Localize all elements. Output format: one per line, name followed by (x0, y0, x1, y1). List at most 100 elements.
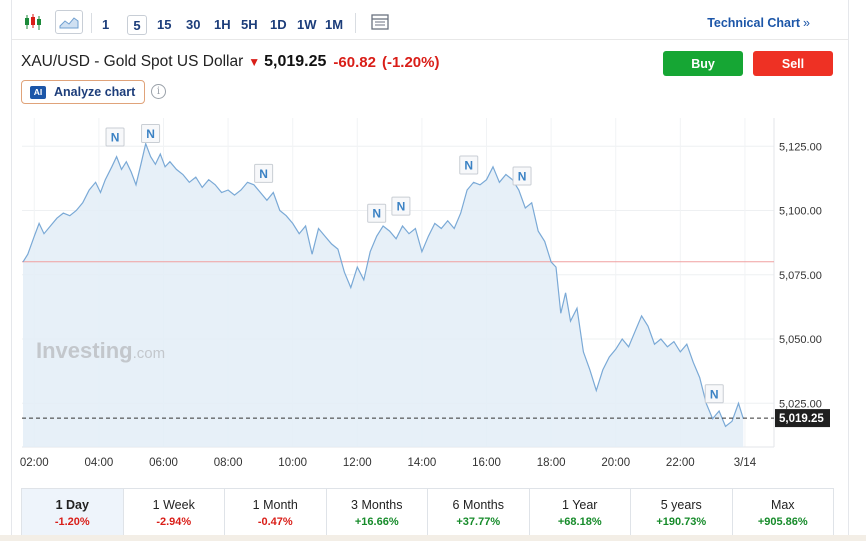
table-icon[interactable] (367, 10, 393, 34)
period-label: 1 Day (55, 498, 89, 512)
technical-chart-label: Technical Chart (707, 16, 801, 30)
x-tick-label: 02:00 (20, 457, 49, 469)
timeframe-1m-button[interactable]: 1M (325, 17, 344, 32)
price-change: -60.82 (333, 53, 376, 71)
x-tick-label: 20:00 (601, 457, 630, 469)
area-chart-icon[interactable] (55, 10, 83, 34)
toolbar-divider (91, 13, 92, 33)
x-tick-label: 3/14 (734, 457, 757, 469)
period-change-value: -2.94% (156, 516, 192, 528)
period-label: 1 Week (152, 498, 195, 512)
period-change-value: +905.86% (757, 516, 808, 528)
x-axis: 02:00 04:00 06:00 08:00 10:00 12:00 14:00 16:00… (20, 457, 757, 469)
y-tick-label: 5,050.00 (779, 334, 822, 346)
news-marker[interactable]: N (391, 196, 411, 216)
instrument-name: XAU/USD - Gold Spot US Dollar (21, 53, 244, 70)
period-label: 1 Year (562, 498, 598, 512)
price-area-fill (23, 143, 744, 447)
period-1-day-tab[interactable]: 1 Day -1.20% (22, 489, 124, 541)
info-icon[interactable]: i (151, 84, 166, 99)
news-marker-label: N (397, 200, 406, 214)
ai-icon: AI (30, 85, 46, 99)
news-marker[interactable]: N (254, 163, 274, 183)
period-1-week-tab[interactable]: 1 Week -2.94% (124, 489, 225, 541)
price-chart[interactable]: Investing.com 5,125.005,100.005,075.005,… (0, 0, 866, 480)
analyze-chart-label: Analyze chart (54, 85, 136, 99)
period-label: 1 Month (252, 498, 298, 512)
x-tick-label: 22:00 (666, 457, 695, 469)
news-marker-box (105, 127, 125, 147)
news-marker-box (704, 384, 724, 404)
candlestick-icon[interactable] (20, 10, 46, 34)
period-5-years-tab[interactable]: 5 years +190.73% (631, 489, 733, 541)
x-tick-label: 06:00 (149, 457, 178, 469)
period-label: Max (770, 498, 795, 512)
timeframe-5h-button[interactable]: 5H (241, 17, 258, 32)
timeframe-30-button[interactable]: 30 (186, 17, 201, 32)
timeframe-1w-button[interactable]: 1W (297, 17, 317, 32)
period-change-value: +37.77% (456, 516, 501, 528)
period-label: 6 Months (452, 498, 504, 512)
x-tick-label: 14:00 (408, 457, 437, 469)
news-marker-label: N (146, 127, 155, 141)
sell-button[interactable]: Sell (753, 51, 833, 76)
x-tick-label: 18:00 (537, 457, 566, 469)
period-6-months-tab[interactable]: 6 Months +37.77% (428, 489, 530, 541)
buy-button[interactable]: Buy (663, 51, 743, 76)
y-axis: 5,125.00 5,100.00 5,075.00 5,050.00 5,025.00 (779, 141, 822, 410)
y-tick-label: 5,125.00 (779, 141, 822, 153)
y-tick-label: 5,100.00 (779, 206, 822, 218)
analyze-chart-button[interactable]: AI Analyze chart (21, 80, 145, 104)
chart-toolbar: 1 5 15 30 1H 5H 1D 1W 1M Technical Chart» (12, 6, 848, 40)
last-price-tag: 5,019.25 (775, 409, 830, 428)
down-arrow-icon: ▼ (248, 55, 261, 69)
news-marker[interactable]: N (141, 124, 161, 144)
investing-watermark: Investing.com (36, 338, 165, 363)
timeframe-15-button[interactable]: 15 (157, 17, 172, 32)
period-change-value: +68.18% (557, 516, 602, 528)
double-chevron-right-icon: » (803, 16, 810, 30)
technical-chart-link[interactable]: Technical Chart» (707, 16, 810, 30)
price-change-percent: (-1.20%) (381, 53, 440, 71)
news-marker-label: N (372, 207, 381, 221)
timeframe-1h-button[interactable]: 1H (214, 17, 231, 32)
period-1-month-tab[interactable]: 1 Month -0.47% (225, 489, 327, 541)
news-markers: N N N N N N N N (105, 124, 724, 404)
period-max-tab[interactable]: Max +905.86% (733, 489, 834, 541)
news-marker[interactable]: N (105, 127, 125, 147)
period-performance-bar: 1 Day -1.20% 1 Week -2.94% 1 Month -0.47% 3 Mo… (21, 488, 834, 541)
news-marker-box (367, 203, 387, 223)
timeframe-5-button[interactable]: 5 (127, 15, 147, 35)
news-marker-box (512, 166, 532, 186)
last-price-tag-box (775, 409, 830, 428)
period-1-year-tab[interactable]: 1 Year +68.18% (530, 489, 631, 541)
toolbar-divider (355, 13, 356, 33)
news-marker-box (391, 196, 411, 216)
timeframe-1-button[interactable]: 1 (102, 17, 110, 32)
x-tick-label: 08:00 (214, 457, 243, 469)
page-bottom-strip (0, 535, 866, 541)
x-tick-label: 04:00 (84, 457, 113, 469)
period-change-value: -0.47% (257, 516, 293, 528)
instrument-header: XAU/USD - Gold Spot US Dollar ▼ 5,019.25… (21, 51, 440, 73)
news-marker-label: N (464, 159, 473, 173)
news-marker-label: N (259, 167, 268, 181)
news-marker[interactable]: N (704, 384, 724, 404)
period-3-months-tab[interactable]: 3 Months +16.66% (327, 489, 428, 541)
y-tick-label: 5,075.00 (779, 270, 822, 282)
timeframe-1d-button[interactable]: 1D (270, 17, 287, 32)
news-marker[interactable]: N (367, 203, 387, 223)
news-marker-box (459, 155, 479, 175)
news-marker[interactable]: N (459, 155, 479, 175)
price-line (22, 141, 744, 428)
period-change-value: +16.66% (354, 516, 399, 528)
y-tick-label: 5,025.00 (779, 398, 822, 410)
x-tick-label: 12:00 (343, 457, 372, 469)
period-label: 3 Months (351, 498, 403, 512)
news-marker-box (254, 163, 274, 183)
last-price-tag-label: 5,019.25 (779, 413, 824, 425)
news-marker-label: N (518, 169, 527, 183)
news-marker[interactable]: N (512, 166, 532, 186)
x-tick-label: 16:00 (472, 457, 501, 469)
period-change-value: -1.20% (54, 516, 90, 528)
